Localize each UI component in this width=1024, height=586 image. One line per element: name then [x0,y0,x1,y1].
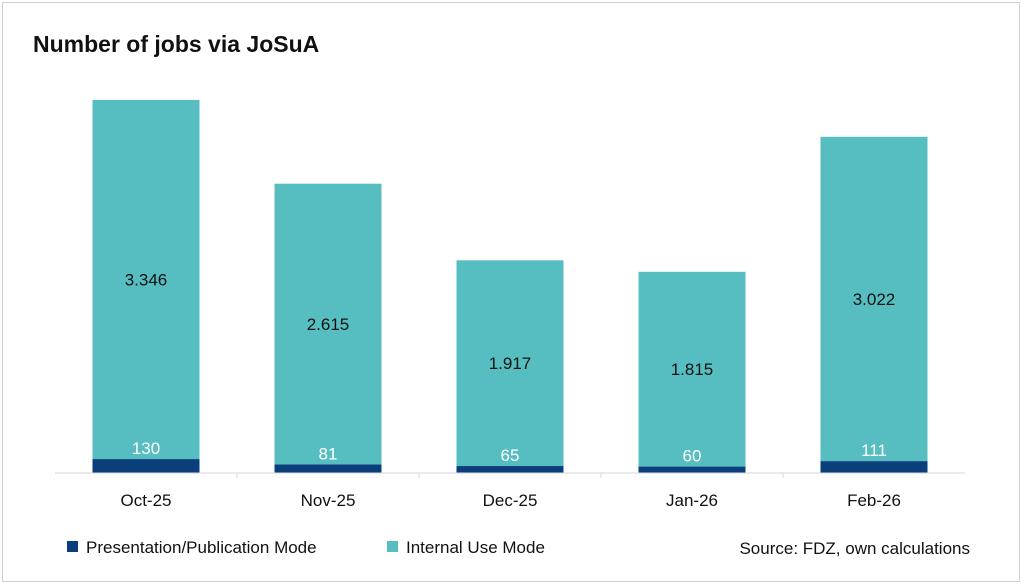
x-tick-label: Dec-25 [483,491,538,510]
bar-presentation-Feb-26 [820,461,928,473]
chart-title: Number of jobs via JoSuA [33,31,319,57]
bar-presentation-Dec-25 [456,466,564,473]
x-tick-label: Jan-26 [666,491,718,510]
x-tick-label: Feb-26 [847,491,901,510]
legend-label: Internal Use Mode [406,538,545,557]
bar-internal-Nov-25 [274,183,382,465]
data-label-internal: 3.346 [125,271,168,290]
bar-presentation-Jan-26 [638,466,746,473]
data-label-presentation: 130 [132,439,160,458]
data-label-internal: 1.815 [671,360,714,379]
x-tick-label: Nov-25 [301,491,356,510]
data-label-presentation: 81 [319,444,338,463]
bar-presentation-Oct-25 [92,459,200,473]
data-label-presentation: 111 [861,441,887,460]
x-tick-label: Oct-25 [120,491,171,510]
legend-swatch [387,541,398,552]
bar-internal-Feb-26 [820,136,928,462]
data-label-presentation: 65 [501,446,520,465]
data-label-internal: 3.022 [853,290,896,309]
bar-internal-Jan-26 [638,271,746,467]
data-label-internal: 1.917 [489,354,532,373]
data-label-presentation: 60 [683,447,702,466]
bar-internal-Dec-25 [456,260,564,467]
legend-swatch [67,541,78,552]
bar-presentation-Nov-25 [274,464,382,473]
bar-internal-Oct-25 [92,100,200,460]
data-label-internal: 2.615 [307,315,350,334]
source-note: Source: FDZ, own calculations [739,539,970,558]
legend-label: Presentation/Publication Mode [86,538,317,557]
